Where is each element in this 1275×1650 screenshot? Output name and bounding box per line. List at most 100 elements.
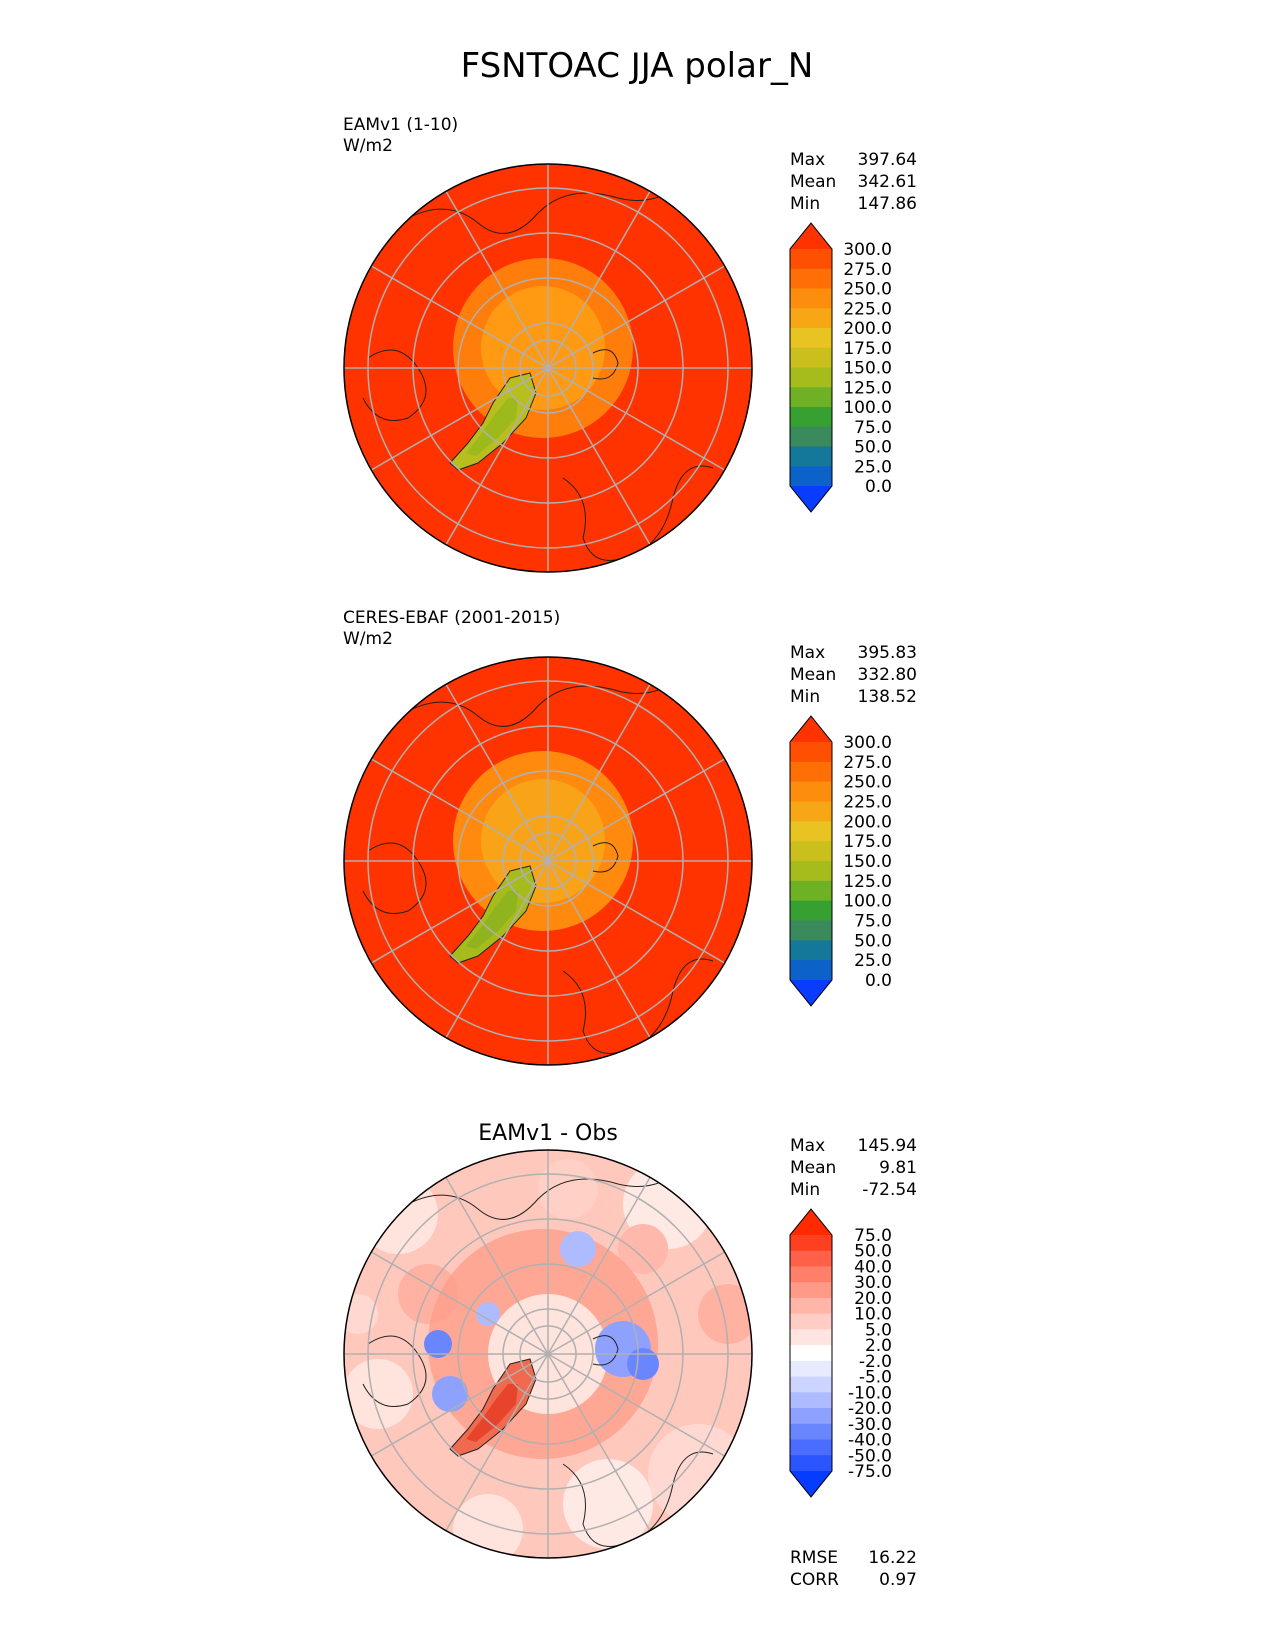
stat-value: -72.54 [862,1180,917,1200]
colorbar-tick-label: 30.0 [854,1273,892,1293]
colorbar-bin [790,308,832,329]
colorbar: -75.0-50.0-40.0-30.0-20.0-10.0-5.0-2.02.… [789,1208,892,1498]
negative-anomaly [476,1302,500,1326]
colorbar-bin [790,742,832,763]
anomaly-patch [563,1459,653,1549]
colorbar-tick-label: 75.0 [854,912,892,932]
colorbar-extend-min [790,1471,832,1497]
greenland-field-inner [466,891,518,949]
metric-label: CORR [790,1570,839,1590]
coastline-island [592,842,619,873]
meridian-line [370,265,549,369]
coastline-europe [362,842,427,914]
negative-anomaly [627,1348,659,1380]
map-field [344,164,752,572]
panel-title: EAMv1 (1-10) [343,115,458,135]
colorbar-bin [790,1282,832,1299]
colorbar-tick-label: 125.0 [843,872,892,892]
map-frame [343,656,753,1066]
colorbar-tick-label: 300.0 [843,240,892,260]
coastline-eurasia [407,670,689,727]
stat-label: Max [790,1136,825,1156]
greenland-field-inner [466,1384,518,1442]
panel-reference: CERES-EBAF (2001-2015) W/m2 Max 395.83 Mea… [343,608,917,1066]
colorbar-tick-label: 225.0 [843,299,892,319]
panel-units: W/m2 [343,629,393,649]
metric-value: 16.22 [868,1548,917,1568]
colorbar-bin [790,1360,832,1378]
coastline-europe [362,1335,427,1407]
colorbar-tick-label: -10.0 [848,1383,892,1403]
colorbar-outline [789,715,833,1007]
anomaly-patch [698,1284,752,1344]
colorbar-bin [790,407,832,428]
colorbar-bin [790,249,832,270]
stat-label: Max [790,150,825,170]
stat-value: 397.64 [858,150,917,170]
colorbar-tick-label: 10.0 [854,1305,892,1325]
colorbar-bin [790,1408,832,1425]
meridian-line [547,1176,651,1355]
stats-block: Max 145.94 Mean 9.81 Min -72.54 [790,1136,917,1200]
colorbar: 0.025.050.075.0100.0125.0150.0175.0200.0… [789,222,892,513]
colorbar-bin [790,801,832,822]
colorbar-tick-label: 50.0 [854,931,892,951]
stat-label: Min [790,687,820,707]
colorbar-tick-label: 2.0 [865,1336,892,1356]
colorbar-bin [790,1392,832,1409]
meridian-line [370,367,549,471]
stat-value: 9.81 [879,1158,917,1178]
colorbar-tick-label: 275.0 [843,753,892,773]
colorbar-tick-label: 5.0 [865,1320,892,1340]
colorbar: 0.025.050.075.0100.0125.0150.0175.0200.0… [789,715,892,1007]
figure-title: FSNTOAC JJA polar_N [461,46,814,86]
colorbar-bin [790,466,832,487]
negative-anomaly [560,1231,596,1267]
meridian-line [547,367,726,471]
colorbar-extend-min [790,486,832,512]
stat-value: 138.52 [858,687,917,707]
panel-test: EAMv1 (1-10) W/m2 Max 397.64 Mean 342.61 Min… [343,115,917,573]
negative-anomaly [432,1376,468,1412]
stat-label: Mean [790,665,836,685]
stat-label: Max [790,643,825,663]
colorbar-tick-label: 0.0 [865,477,892,497]
anomaly-patch [453,1494,523,1558]
meridian-line [547,860,726,964]
polar-map [343,1149,753,1559]
colorbar-bin [790,781,832,802]
meridian-line [547,1353,651,1532]
colorbar-tick-label: 200.0 [843,319,892,339]
colorbar-outline [789,222,833,513]
meridian-line [370,860,549,964]
colorbar-tick-label: 100.0 [843,398,892,418]
colorbar-tick-label: 50.0 [854,1242,892,1262]
colorbar-bin [790,1297,832,1315]
colorbar-tick-label: 200.0 [843,812,892,832]
colorbar-bin [790,960,832,981]
coastline-eurasia [407,177,689,234]
colorbar-tick-label: 150.0 [843,359,892,379]
colorbar-tick-label: 25.0 [854,457,892,477]
colorbar-bin [790,821,832,842]
stat-label: Min [790,1180,820,1200]
stat-value: 332.80 [858,665,917,685]
meridian-line [547,265,726,369]
meridian-line [445,1176,549,1355]
anomaly-patch [618,1224,668,1274]
colorbar-extend-max [790,716,832,742]
colorbar-extend-max [790,223,832,249]
colorbar-tick-label: 50.0 [854,438,892,458]
colorbar-bin [790,1376,832,1393]
stats-block: Max 397.64 Mean 342.61 Min 147.86 [790,150,917,214]
stat-value: 395.83 [858,643,917,663]
negative-anomaly [424,1330,452,1358]
colorbar-tick-label: 300.0 [843,733,892,753]
colorbar-bin [790,1345,832,1362]
colorbar-tick-label: 250.0 [843,280,892,300]
coastline-eurasia [407,1163,689,1220]
colorbar-bin [790,426,832,447]
meridian-line [445,190,549,369]
polar-map [343,163,753,573]
meridian-line [445,683,549,862]
